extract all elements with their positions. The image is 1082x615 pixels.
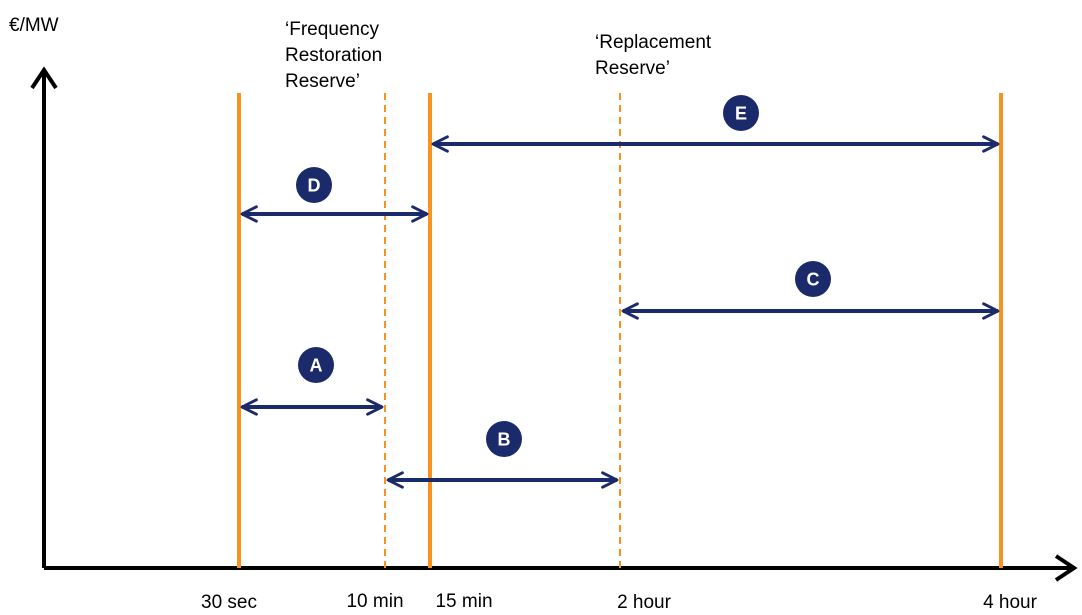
badge-c: C (795, 261, 831, 297)
rr-annotation-line-1: ‘Replacement (595, 32, 712, 53)
svg-text:A: A (310, 356, 323, 376)
badge-a: A (298, 347, 334, 383)
frr-annotation-line-1: ‘Frequency (285, 19, 379, 40)
svg-text:E: E (735, 104, 747, 124)
x-tick-labels: 30 sec 10 min 15 min 2 hour 4 hour (201, 591, 1038, 613)
svg-text:C: C (807, 270, 820, 290)
tick-label-10-min: 10 min (346, 591, 403, 612)
y-axis-arrowhead (30, 66, 58, 90)
boundary-lines (237, 93, 1003, 568)
range-badges: E D C A B (296, 95, 831, 457)
svg-text:B: B (498, 430, 511, 450)
svg-text:D: D (308, 176, 321, 196)
rr-annotation-line-2: Reserve’ (595, 58, 670, 79)
range-arrows (240, 135, 1000, 489)
tick-label-4-hour: 4 hour (983, 592, 1038, 613)
y-axis-label: €/MW (9, 15, 59, 36)
rr-annotation: ‘Replacement Reserve’ (595, 32, 712, 79)
frr-annotation-line-2: Restoration (285, 45, 382, 66)
tick-label-30-sec: 30 sec (201, 592, 257, 613)
tick-label-15-min: 15 min (435, 591, 492, 612)
badge-e: E (723, 95, 759, 131)
badge-d: D (296, 167, 332, 203)
axes (30, 66, 1078, 582)
badge-b: B (486, 421, 522, 457)
x-axis-arrowhead (1054, 554, 1078, 582)
tick-label-2-hour: 2 hour (617, 592, 672, 613)
frr-annotation-line-3: Reserve’ (285, 71, 360, 92)
frr-annotation: ‘Frequency Restoration Reserve’ (285, 19, 382, 92)
